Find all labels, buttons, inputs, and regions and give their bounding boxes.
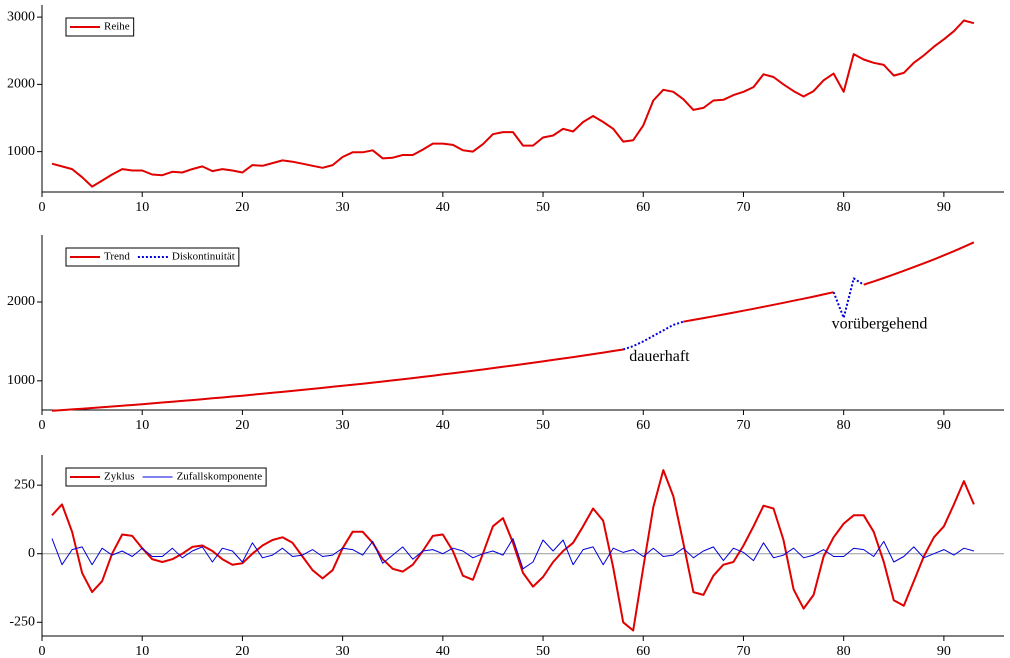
x-tick-label: 20	[235, 418, 249, 433]
x-tick-label: 80	[837, 644, 851, 658]
y-tick-label: 2000	[7, 294, 35, 309]
x-tick-label: 90	[937, 644, 951, 658]
series-line	[51, 241, 975, 412]
series-line	[51, 538, 975, 570]
y-tick-label: 1000	[7, 144, 35, 159]
legend-label: Trend	[104, 251, 130, 263]
legend-label: Diskontinuität	[172, 251, 235, 263]
panel: 0 10 20 30 40 50 60 70 80 90 -250 0 250 Zyklus Zufalls…	[9, 455, 1004, 658]
x-tick-label: 40	[436, 644, 450, 658]
legend-label: Zufallskomponente	[177, 471, 263, 483]
x-tick-label: 70	[736, 418, 750, 433]
x-tick-label: 80	[837, 200, 851, 215]
y-tick-label: -250	[9, 615, 35, 630]
legend: Reihe	[65, 17, 135, 37]
x-tick-label: 30	[336, 200, 350, 215]
x-tick-label: 60	[636, 418, 650, 433]
x-tick-label: 30	[336, 418, 350, 433]
x-tick-label: 90	[937, 418, 951, 433]
panel: 0 10 20 30 40 50 60 70 80 90 1000 2000 dauerhaft vorü…	[7, 235, 1004, 433]
annotation: vorübergehend	[832, 316, 928, 333]
annotation: dauerhaft	[629, 348, 690, 365]
y-tick-label: 1000	[7, 373, 35, 388]
series-line	[51, 469, 975, 632]
y-tick-label: 2000	[7, 77, 35, 92]
y-tick-label: 0	[28, 546, 35, 561]
x-tick-label: 40	[436, 418, 450, 433]
series-line	[51, 19, 975, 188]
x-tick-label: 70	[736, 200, 750, 215]
x-tick-label: 60	[636, 200, 650, 215]
x-tick-label: 10	[135, 644, 149, 658]
x-tick-label: 0	[39, 418, 46, 433]
x-tick-label: 90	[937, 200, 951, 215]
x-tick-label: 30	[336, 644, 350, 658]
x-tick-label: 10	[135, 200, 149, 215]
x-tick-label: 50	[536, 418, 550, 433]
legend-label: Zyklus	[104, 471, 135, 483]
y-tick-label: 3000	[7, 9, 35, 24]
x-tick-label: 40	[436, 200, 450, 215]
x-tick-label: 20	[235, 200, 249, 215]
x-tick-label: 10	[135, 418, 149, 433]
x-tick-label: 50	[536, 644, 550, 658]
x-tick-label: 50	[536, 200, 550, 215]
legend: Zyklus Zufallskomponente	[65, 467, 267, 487]
legend-box	[65, 247, 240, 267]
legend: Trend Diskontinuität	[65, 247, 240, 267]
x-tick-label: 0	[39, 644, 46, 658]
series-line	[622, 277, 865, 351]
x-tick-label: 60	[636, 644, 650, 658]
y-tick-label: 250	[14, 477, 35, 492]
x-tick-label: 70	[736, 644, 750, 658]
legend-label: Reihe	[104, 21, 130, 33]
panel: 0 10 20 30 40 50 60 70 80 90 1000 2000 3000 Reihe	[7, 5, 1004, 215]
x-tick-label: 20	[235, 644, 249, 658]
x-tick-label: 80	[837, 418, 851, 433]
x-tick-label: 0	[39, 200, 46, 215]
